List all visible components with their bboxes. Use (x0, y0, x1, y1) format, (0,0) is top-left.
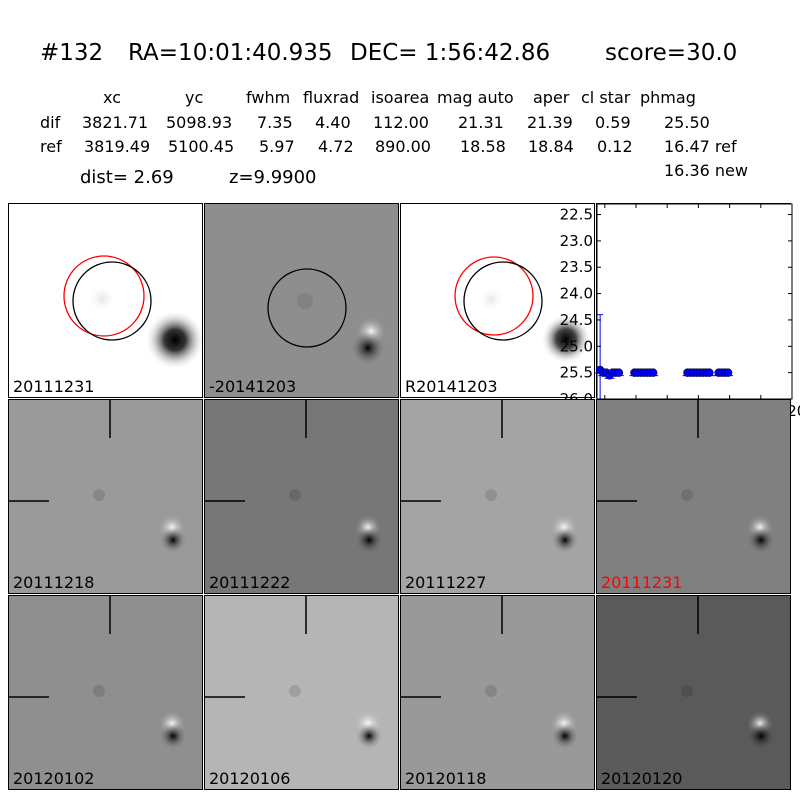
stamp-panel-diff: -20141203 (204, 203, 399, 398)
cutout-image (597, 400, 790, 593)
data-point (648, 368, 658, 377)
panel-date-label: 20120102 (13, 769, 95, 788)
dif-mag-auto: 21.31 (458, 113, 504, 132)
cutout-panel: 20120118 (400, 595, 595, 790)
cutout-panel: 20111222 (204, 399, 399, 594)
distance: dist= 2.69 (80, 167, 174, 188)
new-phmag: 16.36 new (664, 161, 748, 180)
dif-phmag: 25.50 (664, 113, 710, 132)
col-mag-auto: mag auto (437, 88, 514, 107)
panel-date-label: 20111218 (13, 573, 95, 592)
panel-date-label: 20120106 (209, 769, 291, 788)
y-tick-label: 25.0 (560, 337, 593, 355)
stamp-image (205, 204, 398, 397)
ref-fwhm: 5.97 (259, 137, 295, 156)
cutout-image (9, 400, 202, 593)
redshift: z=9.9900 (229, 167, 317, 188)
light-curve-svg: 22.523.023.524.024.525.025.526.002040608… (560, 203, 800, 420)
panel-date-label: 20120120 (601, 769, 683, 788)
stamp-panel-ref: R20141203 (400, 203, 595, 398)
dif-cl-star: 0.59 (595, 113, 631, 132)
panel-date-label: -20141203 (209, 377, 297, 396)
black-aperture-circle (72, 261, 152, 341)
stamp-image (9, 204, 202, 397)
ref-aper: 18.84 (528, 137, 574, 156)
cutout-image (597, 596, 790, 789)
ra-coordinate: RA=10:01:40.935 (128, 40, 333, 66)
cutout-panel: 20120102 (8, 595, 203, 790)
dif-yc: 5098.93 (166, 113, 233, 132)
dif-fluxrad: 4.40 (315, 113, 351, 132)
light-curve-chart: 22.523.023.524.024.525.025.526.002040608… (560, 203, 800, 420)
candidate-id: #132 (40, 40, 104, 66)
cutout-panel: 20111227 (400, 399, 595, 594)
ref-mag-auto: 18.58 (460, 137, 506, 156)
col-cl-star: cl star (581, 88, 631, 107)
cutout-panel: 20111231 (596, 399, 791, 594)
ref-phmag: 16.47 ref (664, 137, 737, 156)
panel-date-label: 20120118 (405, 769, 487, 788)
data-point (614, 368, 624, 377)
cutout-panel: 20111218 (8, 399, 203, 594)
col-xc: xc (103, 88, 121, 107)
stamp-image (401, 204, 594, 397)
panel-date-label: 20111231 (13, 377, 95, 396)
col-aper: aper (533, 88, 570, 107)
dec-coordinate: DEC= 1:56:42.86 (350, 40, 551, 66)
dif-isoarea: 112.00 (373, 113, 429, 132)
ref-yc: 5100.45 (168, 137, 235, 156)
y-tick-label: 24.0 (560, 285, 593, 303)
dif-fwhm: 7.35 (257, 113, 293, 132)
col-fwhm: fwhm (246, 88, 291, 107)
cutout-panel: 20120106 (204, 595, 399, 790)
ref-fluxrad: 4.72 (318, 137, 354, 156)
cutout-image (9, 596, 202, 789)
dif-xc: 3821.71 (82, 113, 149, 132)
col-fluxrad: fluxrad (303, 88, 360, 107)
row-ref-label: ref (40, 137, 62, 156)
col-phmag: phmag (640, 88, 696, 107)
data-point (723, 368, 733, 377)
panel-date-label: 20111231 (601, 573, 683, 592)
col-isoarea: isoarea (371, 88, 430, 107)
y-tick-label: 23.5 (560, 258, 593, 276)
red-aperture-circle (454, 256, 534, 336)
row-dif-label: dif (40, 113, 61, 132)
y-tick-label: 22.5 (560, 206, 593, 224)
dif-aper: 21.39 (527, 113, 573, 132)
ref-xc: 3819.49 (84, 137, 151, 156)
panel-date-label: 20111227 (405, 573, 487, 592)
y-tick-label: 25.5 (560, 364, 593, 382)
cutout-panel: 20120120 (596, 595, 791, 790)
score: score=30.0 (605, 40, 738, 66)
ref-isoarea: 890.00 (375, 137, 431, 156)
cutout-image (205, 596, 398, 789)
ref-cl-star: 0.12 (597, 137, 633, 156)
red-aperture-circle (63, 255, 145, 337)
y-tick-label: 23.0 (560, 232, 593, 250)
panel-date-label: 20111222 (209, 573, 291, 592)
data-point (705, 368, 714, 377)
stamp-panel-new: 20111231 (8, 203, 203, 398)
black-aperture-circle (267, 268, 347, 348)
cutout-image (401, 596, 594, 789)
cutout-image (401, 400, 594, 593)
black-aperture-circle (463, 261, 543, 341)
col-yc: yc (185, 88, 204, 107)
plot-frame (596, 203, 793, 400)
panel-date-label: R20141203 (405, 377, 498, 396)
y-tick-label: 24.5 (560, 311, 593, 329)
cutout-image (205, 400, 398, 593)
